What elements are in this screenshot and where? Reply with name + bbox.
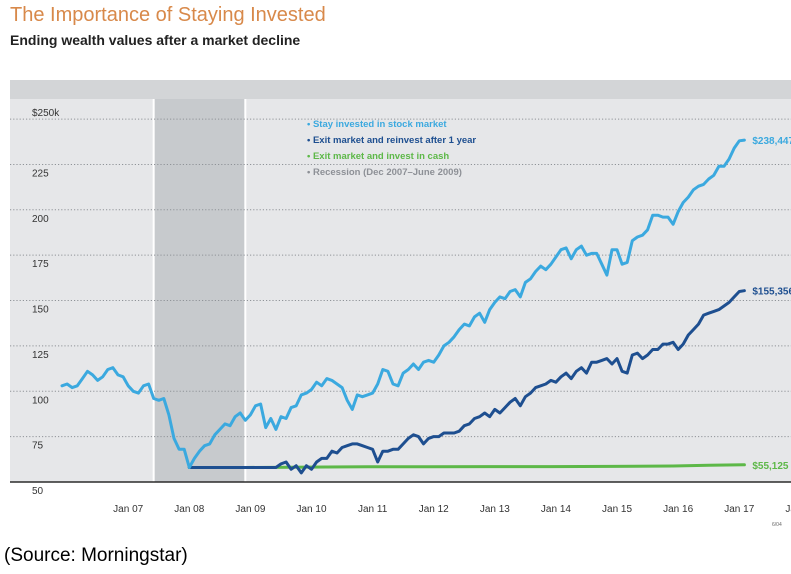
end-labels: $55,125 $155,356 $238,447 [752,136,791,472]
x-tick-label: Jan 08 [174,504,204,515]
x-tick-label: Jan 16 [663,504,693,515]
legend-entry: • Exit market and reinvest after 1 year [307,135,476,146]
series-line-exit-market-and-invest-in-cash [187,463,746,469]
y-tick-label: 225 [32,168,49,179]
y-tick-label: 175 [32,259,49,270]
x-tick-label: Jan 09 [235,504,265,515]
y-axis: $250k 225 200 175 150 125 100 75 50 [32,108,60,497]
y-tick-label: 125 [32,350,49,361]
x-tick-label: Jan 13 [480,504,510,515]
x-tick-label: Jan 11 [358,504,388,515]
legend-entry: • Recession (Dec 2007–June 2009) [307,167,462,178]
end-value-label: $238,447 [752,136,791,147]
y-tick-label: $250k [32,108,60,119]
figure-code: 6/04 [772,522,782,528]
y-tick-label: 200 [32,214,49,225]
y-tick-label: 150 [32,305,49,316]
chart-title: The Importance of Staying Invested [10,4,326,26]
x-tick-label: Jan 07 [113,504,143,515]
y-tick-label: 50 [32,486,44,497]
legend: • Stay invested in stock market • Exit ma… [307,119,476,178]
series-line-stay-invested-in-stock-market [60,138,746,469]
chart-subtitle: Ending wealth values after a market decl… [10,32,301,48]
source-note: (Source: Morningstar) [4,545,188,566]
x-axis: Jan 07 Jan 08 Jan 09 Jan 10 Jan 11 Jan 12 Jan … [113,504,791,515]
y-tick-label: 100 [32,395,49,406]
x-tick-label: Jan 15 [602,504,632,515]
plot-top-band [10,80,791,99]
line-chart: $250k 225 200 175 150 125 100 75 50 Jan 07 Jan 08… [10,80,791,528]
series-line-exit-market-and-reinvest-after-1-year [187,289,746,475]
x-tick-label: Jan 14 [541,504,571,515]
legend-entry: • Exit market and invest in cash [307,151,449,162]
legend-entry: • Stay invested in stock market [307,119,447,130]
x-tick-label: Jan 12 [419,504,449,515]
grid-layer [10,118,791,483]
x-tick-label: Jan 17 [724,504,754,515]
x-tick-label: Jan 10 [297,504,327,515]
x-tick-label: Jan 18 [785,504,791,515]
plot-background [10,80,791,482]
series-layer [60,138,746,475]
end-value-label: $155,356 [752,287,791,298]
end-value-label: $55,125 [752,461,789,472]
y-tick-label: 75 [32,441,44,452]
